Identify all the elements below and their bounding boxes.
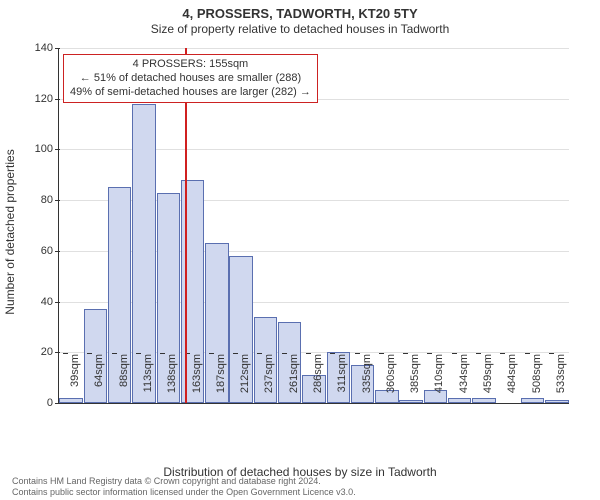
gridlines	[59, 48, 569, 403]
x-tick-label: 88sqm	[118, 354, 130, 409]
histogram-bar	[472, 398, 495, 403]
x-tick-label: 163sqm	[191, 354, 203, 409]
histogram-bar	[229, 256, 252, 403]
chart-subtitle: Size of property relative to detached ho…	[0, 22, 600, 36]
histogram-bar	[278, 322, 301, 403]
histogram-bar	[84, 309, 107, 403]
histogram-bar	[351, 365, 374, 403]
y-tick-label: 40	[41, 296, 59, 308]
histogram-bar	[181, 180, 204, 403]
histogram-bar	[375, 390, 398, 403]
histogram-bar	[448, 398, 471, 403]
histogram-bar	[521, 398, 544, 403]
footer-attribution: Contains HM Land Registry data © Crown c…	[0, 476, 600, 498]
x-tick-label: 286sqm	[312, 354, 324, 409]
x-tick-label: 335sqm	[361, 354, 373, 409]
x-tick-label: 508sqm	[531, 354, 543, 409]
y-tick-label: 0	[47, 397, 59, 409]
x-tick-label: 385sqm	[409, 354, 421, 409]
histogram-bar	[157, 193, 180, 403]
y-tick-label: 60	[41, 245, 59, 257]
y-tick-label: 120	[35, 93, 59, 105]
x-tick-label: 434sqm	[458, 354, 470, 409]
x-tick-label: 212sqm	[239, 354, 251, 409]
y-axis-label: Number of detached properties	[3, 149, 17, 314]
histogram-bar	[59, 398, 82, 403]
y-tick-label: 20	[41, 346, 59, 358]
x-tick-label: 533sqm	[555, 354, 567, 409]
histogram-bar	[424, 390, 447, 403]
chart-container: 4, PROSSERS, TADWORTH, KT20 5TY Size of …	[0, 0, 600, 500]
annotation-line: 4 PROSSERS: 155sqm	[70, 58, 311, 72]
reference-line	[185, 48, 187, 403]
annotation-box: 4 PROSSERS: 155sqm← 51% of detached hous…	[63, 54, 318, 103]
footer-line-2: Contains public sector information licen…	[12, 487, 588, 498]
x-tick-label: 360sqm	[385, 354, 397, 409]
histogram-bar	[254, 317, 277, 403]
annotation-line: 49% of semi-detached houses are larger (…	[70, 86, 311, 100]
chart-title: 4, PROSSERS, TADWORTH, KT20 5TY	[0, 0, 600, 22]
x-tick-label: 39sqm	[69, 354, 81, 409]
x-tick-label: 237sqm	[263, 354, 275, 409]
y-tick-label: 140	[35, 42, 59, 54]
x-tick-label: 410sqm	[433, 354, 445, 409]
histogram-bar	[108, 187, 131, 403]
x-tick-label: 64sqm	[93, 354, 105, 409]
x-ticks: 39sqm64sqm88sqm113sqm138sqm163sqm187sqm2…	[59, 48, 569, 403]
y-ticks: 020406080100120140	[59, 48, 569, 403]
x-tick-label: 484sqm	[506, 354, 518, 409]
histogram-bar	[132, 104, 155, 403]
x-tick-label: 187sqm	[215, 354, 227, 409]
x-tick-label: 311sqm	[336, 354, 348, 409]
x-tick-label: 261sqm	[288, 354, 300, 409]
histogram-bar	[302, 375, 325, 403]
x-tick-label: 113sqm	[142, 354, 154, 409]
bars-layer	[59, 48, 569, 403]
histogram-bar	[545, 400, 568, 403]
plot-area: 020406080100120140 39sqm64sqm88sqm113sqm…	[58, 48, 569, 404]
annotation-layer: 4 PROSSERS: 155sqm← 51% of detached hous…	[59, 48, 569, 403]
y-tick-label: 80	[41, 194, 59, 206]
x-tick-label: 459sqm	[482, 354, 494, 409]
histogram-bar	[205, 243, 228, 403]
histogram-bar	[399, 400, 422, 403]
y-tick-label: 100	[35, 143, 59, 155]
reference-line-layer	[59, 48, 569, 403]
footer-line-1: Contains HM Land Registry data © Crown c…	[12, 476, 588, 487]
annotation-line: ← 51% of detached houses are smaller (28…	[70, 72, 311, 86]
x-tick-label: 138sqm	[166, 354, 178, 409]
histogram-bar	[327, 352, 350, 403]
